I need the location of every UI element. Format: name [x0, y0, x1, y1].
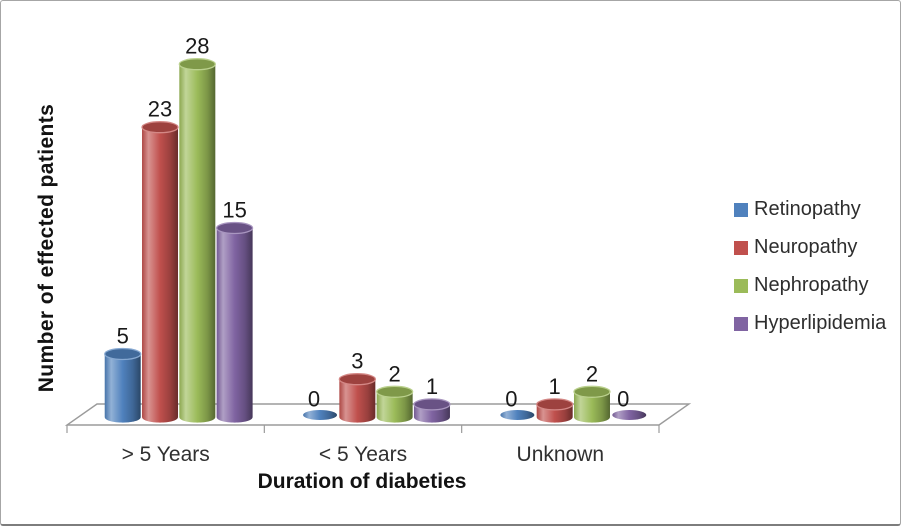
y-axis-title: Number of effected patients — [35, 103, 58, 393]
bar-hyperlipidemia-cat2 — [612, 410, 647, 420]
legend-swatch-icon — [734, 240, 748, 255]
data-label: 2 — [389, 361, 401, 386]
bar-retinopathy-cat1 — [303, 410, 338, 420]
data-label: 3 — [351, 349, 363, 374]
data-label: 1 — [549, 374, 561, 399]
bar-hyperlipidemia-cat0 — [215, 221, 254, 423]
data-label: 0 — [308, 387, 320, 412]
cylinder-body — [376, 391, 413, 423]
legend-item-nephropathy: Nephropathy — [734, 274, 886, 297]
cylinder-body — [179, 64, 216, 423]
bar-neuropathy-cat2 — [536, 398, 574, 423]
bar-nephropathy-cat0 — [178, 58, 216, 423]
cylinder-top — [536, 398, 574, 411]
legend-swatch-icon — [734, 316, 748, 331]
legend-label: Neuropathy — [754, 236, 858, 258]
data-label: 2 — [586, 361, 598, 386]
legend-item-hyperlipidemia: Hyperlipidemia — [734, 312, 886, 335]
data-label: 5 — [117, 324, 129, 349]
legend-label: Hyperlipidemia — [754, 312, 887, 334]
legend-swatch-icon — [734, 202, 748, 217]
data-label: 23 — [148, 97, 172, 122]
legend-label: Nephropathy — [754, 274, 869, 296]
zero-value-disc — [500, 410, 535, 420]
legend: Retinopathy Neuropathy Nephropathy Hyperlip… — [734, 198, 886, 335]
cylinder-top — [104, 347, 142, 361]
cylinder-body — [216, 228, 253, 423]
legend-swatch-icon — [734, 278, 748, 293]
bar-nephropathy-cat1 — [375, 385, 414, 423]
cylinder-top — [338, 373, 377, 386]
cylinder-top — [573, 385, 611, 398]
cylinder-body — [104, 354, 141, 423]
category-label: > 5 Years — [122, 443, 210, 466]
zero-value-disc — [612, 410, 647, 420]
bar-neuropathy-cat0 — [141, 121, 179, 423]
cylinder-top — [178, 58, 216, 71]
cylinder-top — [413, 398, 451, 411]
data-label: 1 — [426, 374, 438, 399]
cylinder-top — [141, 121, 179, 134]
x-axis-title: Duration of diabeties — [257, 470, 467, 493]
cylinder-body — [339, 379, 376, 423]
data-label: 0 — [617, 387, 629, 412]
cylinder-top — [375, 385, 414, 398]
data-label: 28 — [185, 34, 209, 59]
bar-retinopathy-cat2 — [500, 410, 535, 420]
category-label: Unknown — [517, 443, 605, 466]
data-label: 15 — [222, 198, 246, 223]
category-label: < 5 Years — [319, 443, 407, 466]
data-label: 0 — [505, 387, 517, 412]
legend-item-neuropathy: Neuropathy — [734, 236, 886, 259]
cylinder-top — [215, 221, 254, 235]
cylinder-body — [142, 127, 179, 423]
zero-value-disc — [303, 410, 338, 420]
legend-item-retinopathy: Retinopathy — [734, 198, 886, 221]
bar-hyperlipidemia-cat1 — [413, 398, 451, 423]
cylinder-body — [573, 391, 610, 423]
bar-retinopathy-cat0 — [104, 347, 142, 423]
legend-label: Retinopathy — [754, 198, 861, 220]
bar-nephropathy-cat2 — [573, 385, 611, 423]
bar-neuropathy-cat1 — [338, 373, 377, 423]
